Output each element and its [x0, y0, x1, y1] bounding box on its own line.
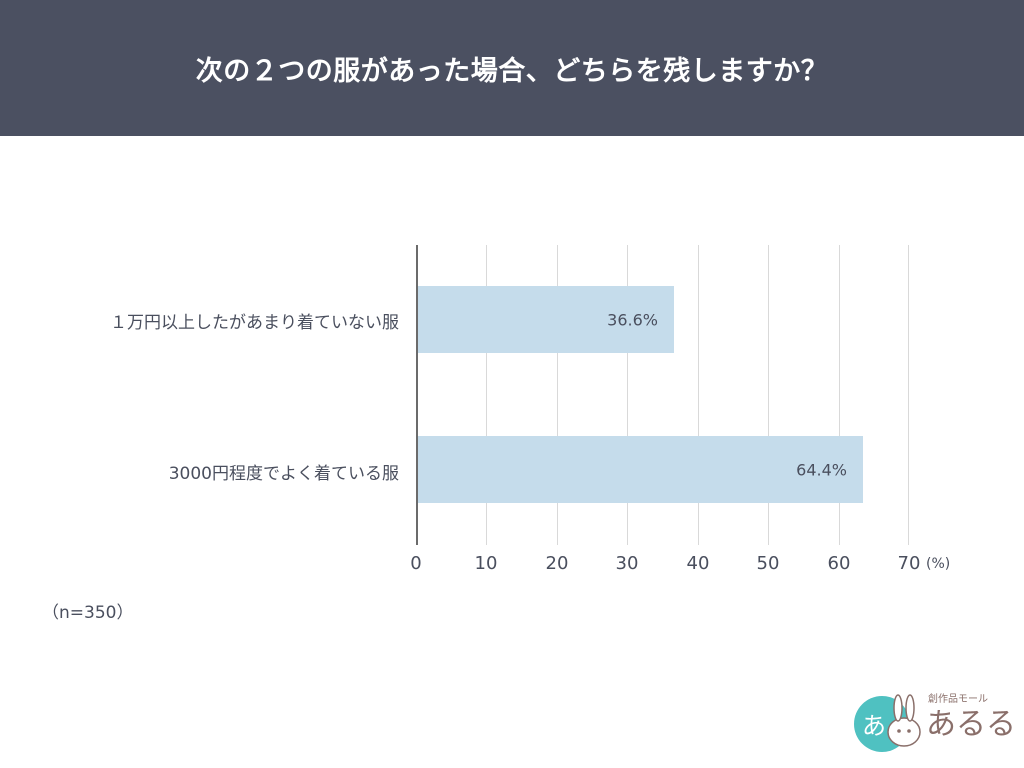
svg-text:創作品モール: 創作品モール — [928, 693, 988, 705]
brand-logo: あ 創作品モール あるる — [852, 688, 1016, 754]
x-tick-70: 70 — [897, 553, 921, 574]
bar-2: 64.4% — [417, 436, 863, 503]
y-axis-line — [416, 245, 418, 545]
bar-1: 36.6% — [417, 286, 674, 353]
x-axis-unit: (%) — [926, 556, 951, 572]
category-label-2: 3000円程度でよく着ている服 — [168, 464, 399, 484]
x-tick-10: 10 — [474, 553, 498, 574]
rabbit-logo-icon: あ 創作品モール あるる — [854, 693, 1016, 752]
x-tick-60: 60 — [827, 553, 851, 574]
x-tick-0: 0 — [410, 553, 422, 574]
gridline-60 — [839, 245, 840, 545]
chart-header: 次の２つの服があった場合、どちらを残しますか？ — [0, 0, 1024, 136]
gridline-50 — [768, 245, 769, 545]
x-tick-50: 50 — [756, 553, 780, 574]
plot-area: 36.6% 64.4% — [416, 245, 909, 545]
sample-size-note: （n=350） — [42, 603, 134, 623]
gridline-20 — [557, 245, 558, 545]
gridline-30 — [627, 245, 628, 545]
svg-text:あ: あ — [862, 712, 886, 740]
x-tick-40: 40 — [686, 553, 710, 574]
bar-value-label-1: 36.6% — [607, 310, 658, 329]
x-tick-20: 20 — [545, 553, 569, 574]
category-label-1: １万円以上したがあまり着ていない服 — [110, 313, 399, 333]
gridline-10 — [486, 245, 487, 545]
chart-title: 次の２つの服があった場合、どちらを残しますか？ — [195, 55, 829, 87]
gridline-40 — [698, 245, 699, 545]
gridline-70 — [908, 245, 909, 545]
svg-text:あるる: あるる — [926, 707, 1012, 742]
x-tick-30: 30 — [615, 553, 639, 574]
bar-value-label-2: 64.4% — [796, 460, 847, 479]
